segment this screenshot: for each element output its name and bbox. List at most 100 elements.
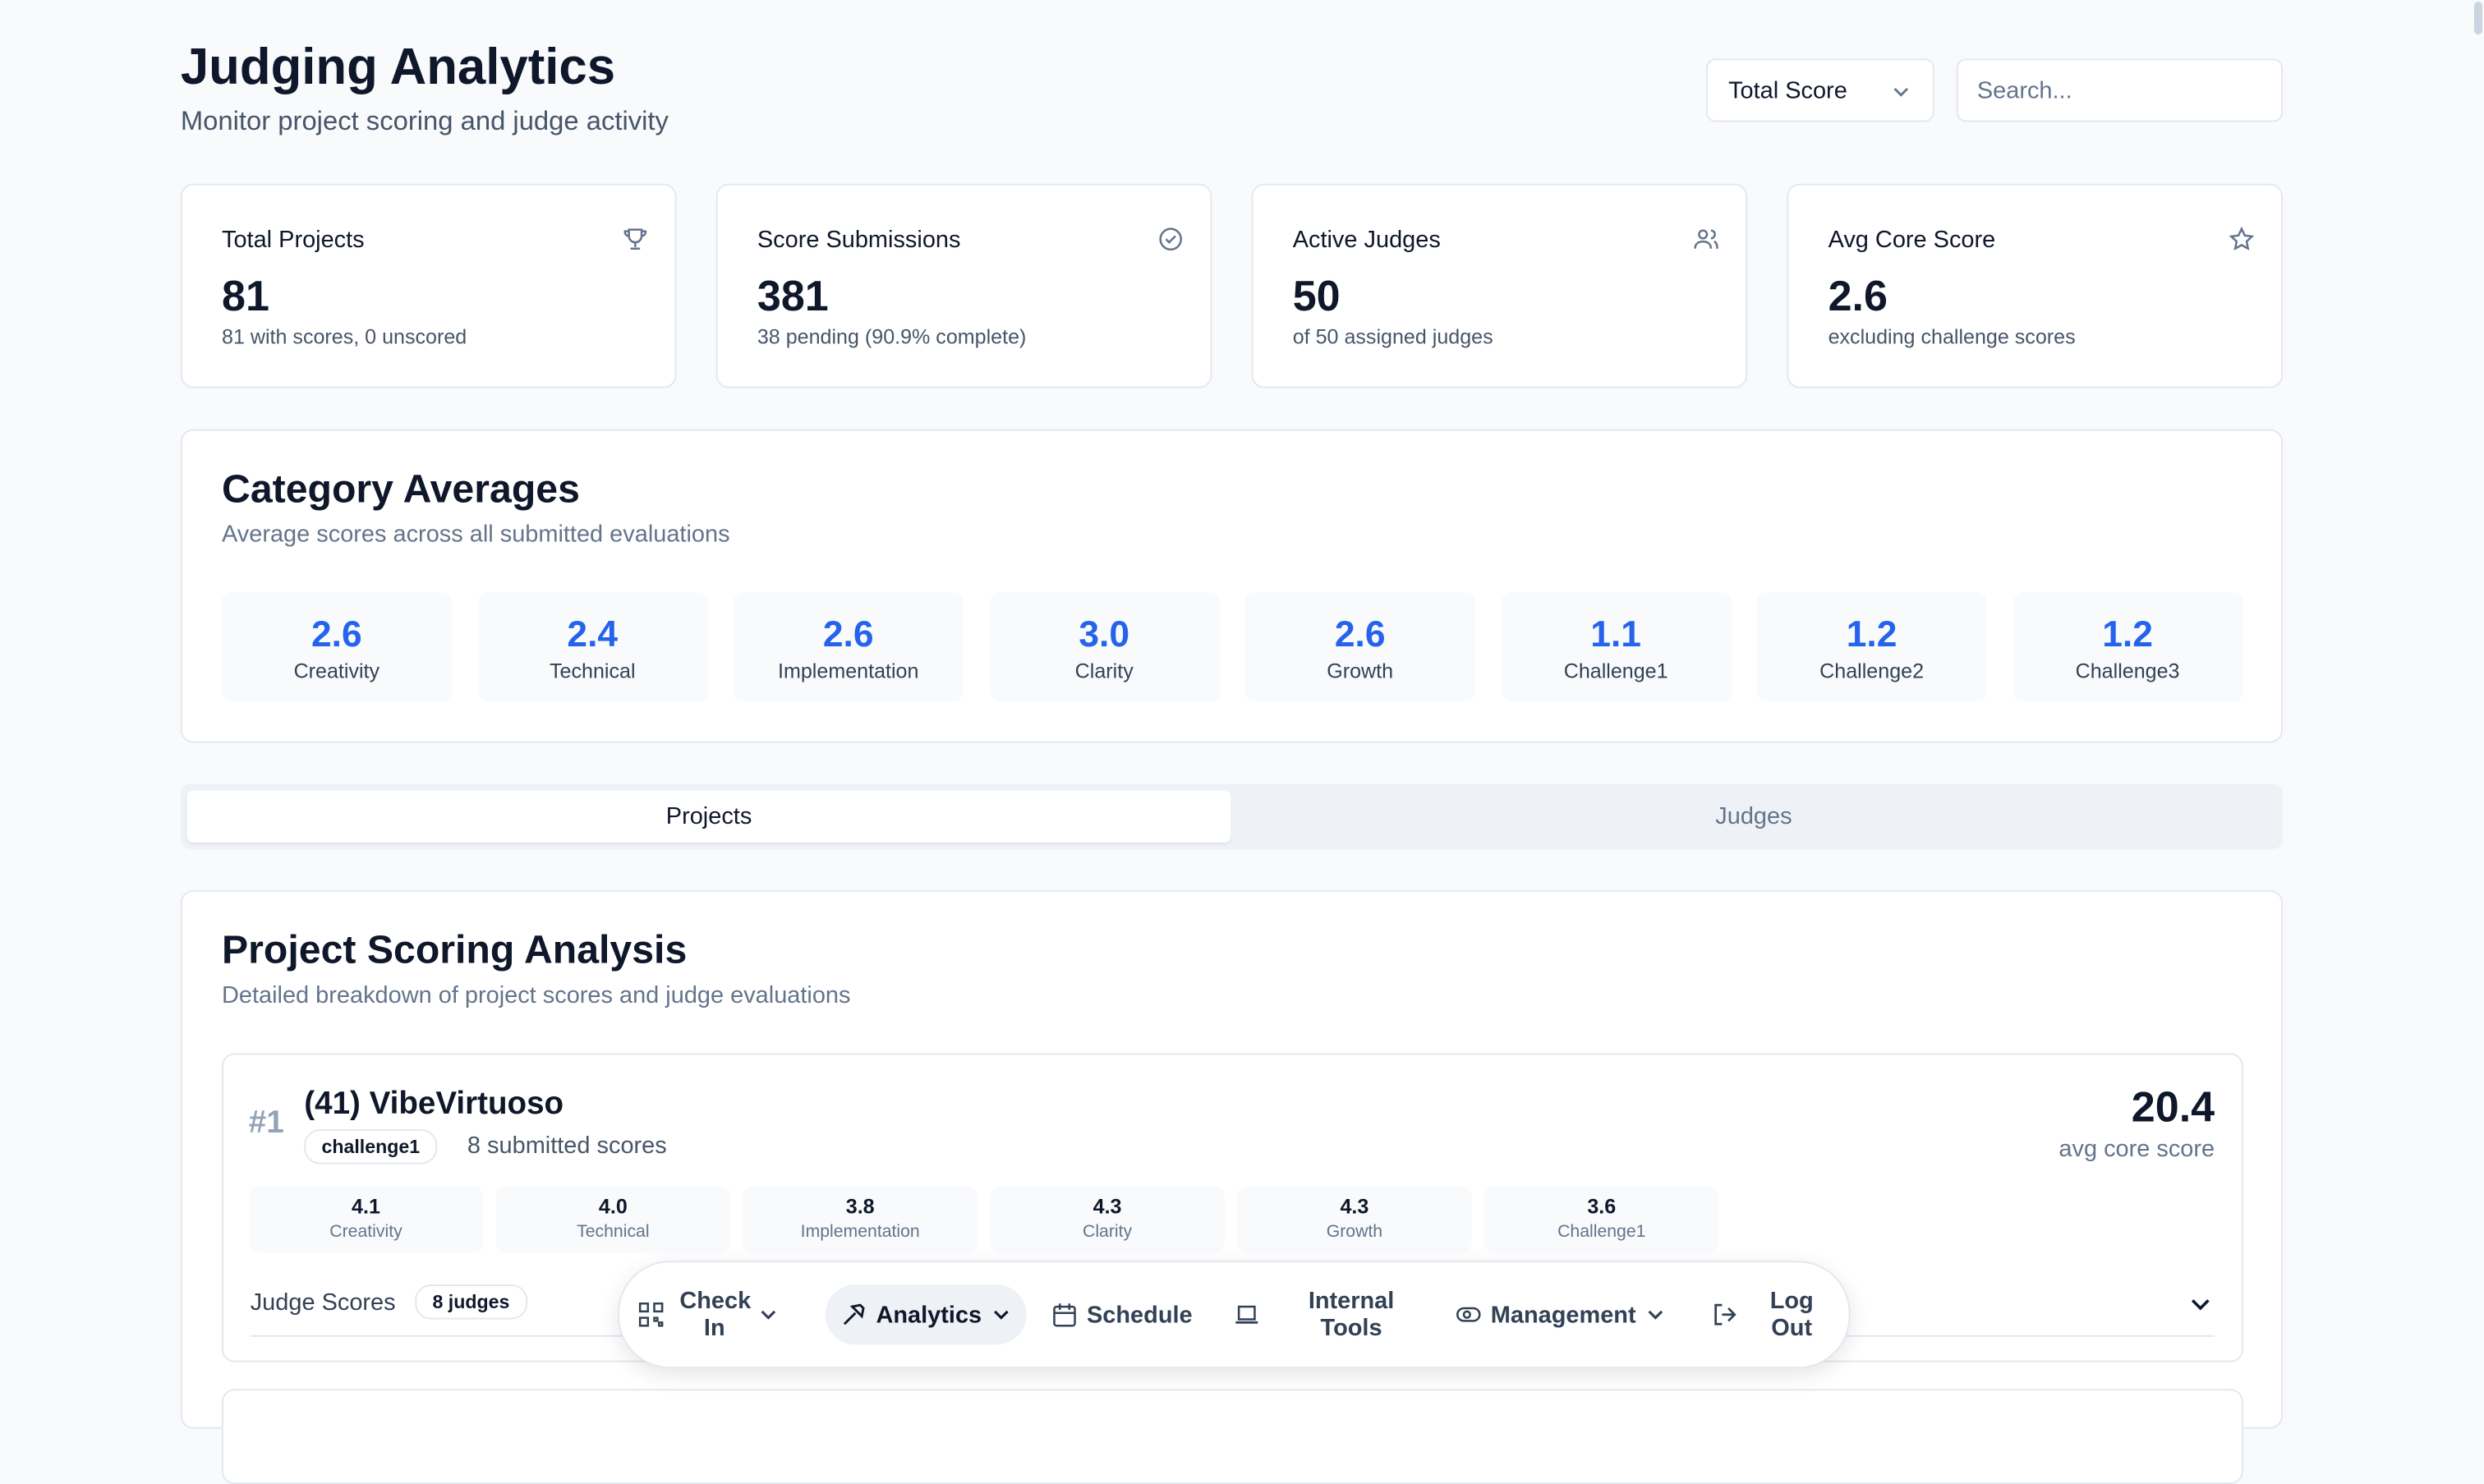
score-tile: 4.1 Creativity (248, 1186, 484, 1253)
stat-note: excluding challenge scores (1828, 324, 2076, 349)
score-label: avg core score (2058, 1135, 2215, 1163)
score-tile: 4.3 Growth (1237, 1186, 1472, 1253)
category-tile: 3.0 Clarity (989, 592, 1220, 702)
sort-select[interactable]: Total Score (1706, 58, 1934, 122)
category-value: 3.0 (1079, 613, 1130, 655)
category-value: 1.1 (1590, 613, 1641, 655)
toggle-icon (1456, 1307, 1481, 1322)
nav-management[interactable]: Management (1456, 1262, 1664, 1367)
score-label: Growth (1326, 1222, 1383, 1242)
nav-analytics[interactable]: Analytics (825, 1284, 1027, 1345)
section-subtitle: Detailed breakdown of project scores and… (221, 981, 851, 1009)
calendar-icon (1053, 1303, 1076, 1327)
project-rank: #1 (248, 1105, 284, 1141)
category-label: Challenge3 (2075, 659, 2180, 683)
page-title: Judging Analytics (180, 38, 616, 95)
icon (623, 228, 647, 250)
project-score: 20.4 (2131, 1083, 2215, 1131)
scrollbar[interactable] (2474, 2, 2482, 34)
nav-label: Check In (679, 1287, 752, 1342)
stat-icon (1158, 227, 1184, 252)
submitted-count: 8 submitted scores (467, 1132, 667, 1160)
stat-note: of 50 assigned judges (1292, 324, 1493, 349)
search-placeholder: Search... (1976, 77, 2072, 105)
stat-value: 50 (1292, 272, 1341, 320)
stat-card: Total Projects 81 81 with scores, 0 unscor… (180, 183, 677, 388)
project-analysis-card: Project Scoring Analysis Detailed breakd… (180, 889, 2284, 1484)
category-value: 1.2 (1846, 613, 1898, 655)
icon (1159, 227, 1183, 251)
stat-value: 381 (757, 272, 829, 320)
judge-scores-label: Judge Scores (250, 1289, 396, 1316)
category-label: Creativity (293, 659, 380, 683)
stat-value: 81 (221, 272, 269, 320)
stat-card: Active Judges 50 of 50 assigned judges (1251, 183, 1748, 388)
icon (2229, 226, 2255, 250)
laptop-icon (1235, 1305, 1258, 1324)
category-label: Clarity (1074, 659, 1134, 683)
nav-log-out[interactable]: Log Out (1713, 1262, 1820, 1367)
search-input[interactable]: Search... (1956, 58, 2284, 122)
stat-label: Active Judges (1292, 226, 1441, 254)
nav-check-in[interactable]: Check In (638, 1262, 778, 1367)
score-label: Clarity (1082, 1222, 1133, 1242)
category-value: 2.6 (822, 613, 874, 655)
chevron-icon (1647, 1310, 1663, 1320)
chevron-icon (993, 1310, 1009, 1320)
category-tile: 2.4 Technical (477, 592, 708, 702)
stat-card: Avg Core Score 2.6 excluding challenge sco… (1787, 183, 2284, 388)
score-value: 4.3 (1092, 1194, 1122, 1219)
section-title: Project Scoring Analysis (221, 928, 688, 973)
category-label: Challenge1 (1563, 659, 1668, 683)
score-tile: 4.3 Clarity (990, 1186, 1225, 1253)
tab-active[interactable]: Projects (186, 790, 1231, 843)
stat-label: Score Submissions (757, 226, 961, 254)
nav-internal-tools[interactable]: Internal Tools (1234, 1262, 1411, 1367)
score-label: Creativity (329, 1222, 402, 1242)
score-tile: 3.8 Implementation (743, 1186, 978, 1253)
nav-label: Management (1490, 1301, 1636, 1329)
logout-icon (1714, 1303, 1736, 1325)
stat-icon (1694, 227, 1719, 252)
chevron-icon (1893, 87, 1909, 97)
project-tag: challenge1 (304, 1129, 438, 1165)
tabs: Projects Judges (180, 783, 2284, 849)
floating-nav: Check In Analytics Schedule Internal Too… (618, 1261, 1851, 1369)
category-tile: 2.6 Growth (1244, 592, 1475, 702)
chevron-icon (761, 1310, 776, 1320)
sort-value: Total Score (1728, 77, 1847, 105)
score-label: Challenge1 (1557, 1222, 1646, 1242)
category-label: Implementation (778, 659, 919, 683)
section-subtitle: Average scores across all submitted eval… (221, 521, 730, 549)
nav-label: Internal Tools (1308, 1287, 1395, 1342)
category-value: 2.6 (310, 613, 362, 655)
score-tile: 4.0 Technical (495, 1186, 731, 1253)
category-value: 2.4 (567, 613, 619, 655)
stat-card: Score Submissions 381 38 pending (90.9% co… (715, 183, 1212, 388)
stage: Judging Analytics Monitor project scorin… (180, 38, 2284, 1484)
stat-label: Avg Core Score (1828, 226, 1996, 254)
icon (1694, 229, 1718, 249)
hammer-icon (843, 1303, 865, 1325)
stat-label: Total Projects (221, 226, 365, 254)
qr-icon (638, 1302, 664, 1327)
score-tile: 3.6 Challenge1 (1484, 1186, 1719, 1253)
category-label: Challenge2 (1819, 659, 1925, 683)
stat-note: 81 with scores, 0 unscored (221, 324, 467, 349)
judges-badge: 8 judges (415, 1284, 527, 1320)
project-name: (41) VibeVirtuoso (304, 1086, 564, 1122)
category-tile: 2.6 Implementation (733, 592, 964, 702)
stat-note: 38 pending (90.9% complete) (757, 324, 1027, 349)
tab[interactable]: Judges (1715, 802, 1792, 830)
page: Judging Analytics {"header": {"title": "… (180, 2, 2482, 1484)
category-tile: 1.2 Challenge3 (2012, 592, 2242, 702)
score-value: 4.0 (598, 1194, 628, 1219)
nav-label: Analytics (876, 1301, 982, 1329)
score-value: 3.8 (845, 1194, 875, 1219)
category-label: Growth (1327, 659, 1394, 683)
nav-schedule[interactable]: Schedule (1052, 1262, 1193, 1367)
section-title: Category Averages (221, 466, 580, 512)
expand-icon[interactable] (2189, 1293, 2211, 1315)
category-value: 2.6 (1334, 613, 1386, 655)
page-subtitle: Monitor project scoring and judge activi… (180, 106, 669, 136)
